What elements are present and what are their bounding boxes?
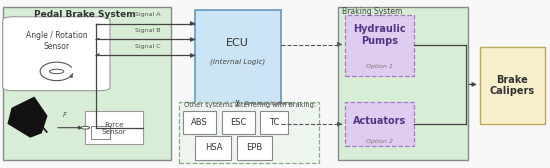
FancyBboxPatch shape [195, 136, 231, 160]
FancyBboxPatch shape [236, 136, 272, 160]
FancyBboxPatch shape [179, 102, 319, 163]
Text: ESC: ESC [230, 118, 246, 127]
Text: EPB: EPB [246, 143, 263, 152]
Text: Braking System: Braking System [342, 7, 403, 16]
Circle shape [50, 69, 64, 74]
Text: (Internal Logic): (Internal Logic) [210, 59, 265, 66]
Text: Actuators: Actuators [353, 116, 406, 126]
Text: Signal C: Signal C [135, 44, 160, 49]
FancyBboxPatch shape [222, 111, 255, 134]
FancyBboxPatch shape [480, 47, 544, 124]
FancyBboxPatch shape [345, 15, 414, 76]
FancyBboxPatch shape [338, 7, 468, 160]
Text: Signal B: Signal B [135, 28, 160, 33]
FancyBboxPatch shape [345, 102, 414, 146]
FancyBboxPatch shape [85, 111, 143, 144]
Text: Pedal Brake System: Pedal Brake System [35, 10, 136, 19]
Text: Force
Sensor: Force Sensor [101, 122, 126, 135]
Text: HSA: HSA [205, 143, 222, 152]
FancyBboxPatch shape [91, 126, 110, 139]
FancyBboxPatch shape [183, 111, 216, 134]
Text: Option 1: Option 1 [366, 64, 393, 69]
Text: Hydraulic
Pumps: Hydraulic Pumps [353, 25, 406, 46]
Circle shape [81, 126, 90, 129]
FancyBboxPatch shape [195, 10, 280, 104]
Text: ECU: ECU [226, 38, 249, 48]
Polygon shape [8, 97, 47, 137]
Text: F: F [63, 112, 67, 118]
Text: Communications: Communications [244, 101, 294, 106]
Text: Signal A: Signal A [135, 12, 160, 17]
FancyBboxPatch shape [3, 7, 170, 160]
Text: TC: TC [269, 118, 279, 127]
FancyBboxPatch shape [260, 111, 288, 134]
Text: ABS: ABS [191, 118, 208, 127]
Text: Angle / Rotation
Sensor: Angle / Rotation Sensor [26, 31, 87, 51]
Text: Brake
Calipers: Brake Calipers [490, 75, 535, 96]
Text: Option 2: Option 2 [366, 139, 393, 144]
Text: Other systems interfering with braking:: Other systems interfering with braking: [184, 102, 316, 108]
FancyBboxPatch shape [3, 17, 110, 91]
